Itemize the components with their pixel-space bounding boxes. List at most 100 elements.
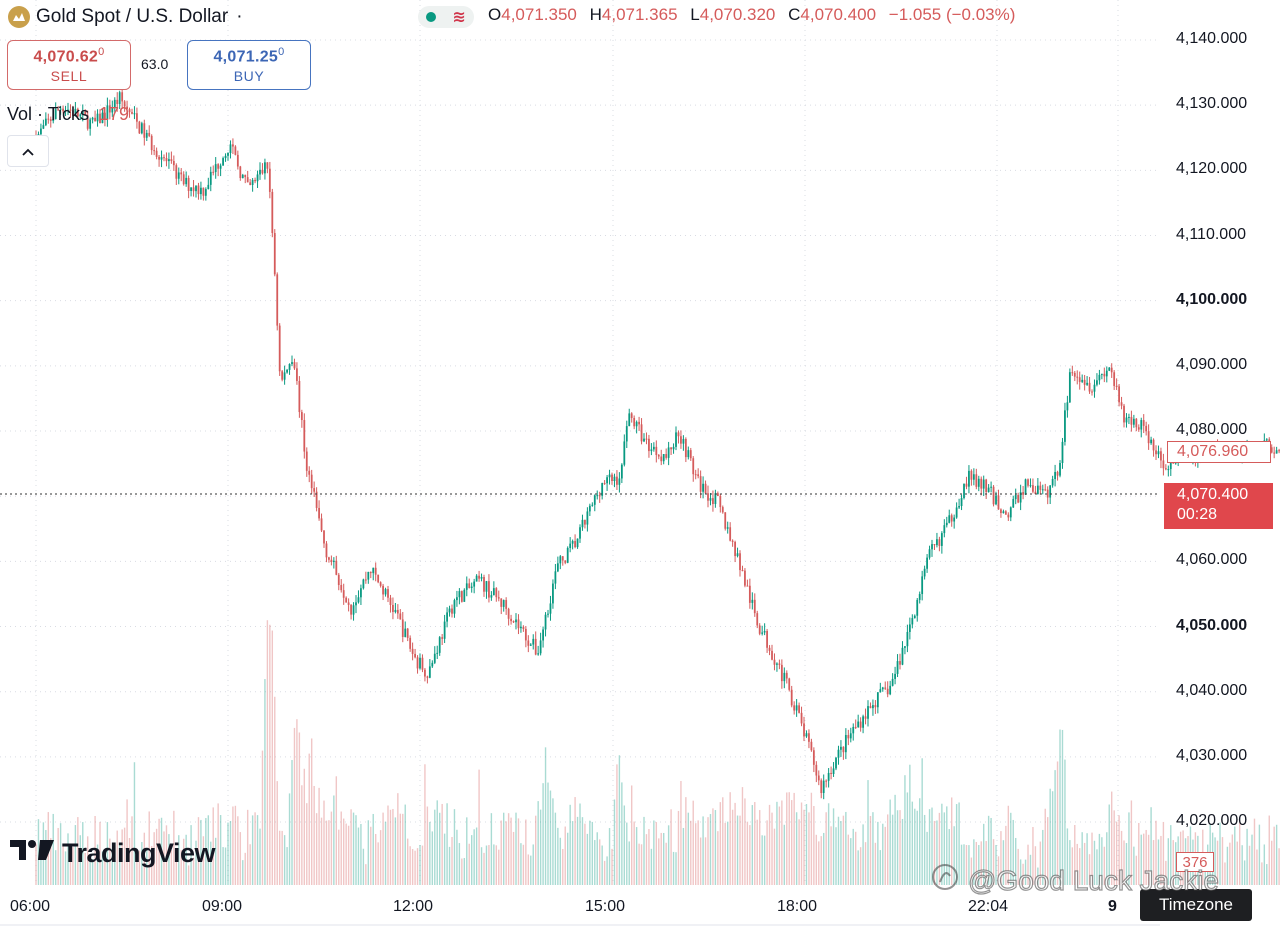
volume-bar xyxy=(69,844,72,885)
candle-body xyxy=(1103,373,1106,377)
data-feed-icon: ≋ xyxy=(452,9,466,26)
price-axis-label: 4,030.000 xyxy=(1176,746,1248,764)
candle-body xyxy=(224,155,227,159)
candle-body xyxy=(456,597,458,601)
candle-body xyxy=(443,621,446,639)
volume-bar xyxy=(214,837,217,885)
volume-bar xyxy=(855,831,857,885)
candle-body xyxy=(972,474,975,480)
volume-bar xyxy=(438,812,441,885)
volume-bar xyxy=(808,812,810,885)
volume-bar xyxy=(835,827,837,885)
volume-bar xyxy=(1083,842,1086,885)
volume-bar xyxy=(931,807,933,885)
candle-body xyxy=(148,132,151,136)
volume-bar xyxy=(978,845,980,885)
volume-bar xyxy=(352,812,355,885)
volume-legend[interactable]: Vol · Ticks 179 xyxy=(7,104,129,125)
candle-body xyxy=(527,640,530,646)
candle-body xyxy=(520,626,522,629)
volume-bar xyxy=(670,809,672,885)
volume-bar xyxy=(1111,791,1113,885)
candle-body xyxy=(1135,418,1138,428)
volume-bar xyxy=(665,842,667,885)
candle-body xyxy=(357,597,360,603)
candle-body xyxy=(251,179,254,185)
collapse-legend-button[interactable] xyxy=(7,135,49,167)
volume-bar xyxy=(242,860,244,885)
candle-body xyxy=(940,533,943,546)
volume-bar xyxy=(1130,800,1133,885)
volume-bar xyxy=(163,831,165,885)
volume-bar xyxy=(409,846,411,885)
volume-bar xyxy=(114,848,116,885)
volume-bar xyxy=(522,844,525,885)
candle-body xyxy=(168,159,170,162)
volume-bar xyxy=(104,854,106,885)
volume-bar xyxy=(852,828,854,885)
volume-bar xyxy=(62,845,64,885)
change-value: −1.055 (−0.03%) xyxy=(888,5,1016,24)
volume-bar xyxy=(542,783,544,885)
candle-body xyxy=(505,600,508,609)
candle-body xyxy=(601,483,604,496)
time-axis-label: 9 xyxy=(1108,898,1117,915)
volume-bar xyxy=(987,815,990,885)
candle-body xyxy=(1017,495,1020,503)
candle-body xyxy=(692,458,695,475)
volume-bar xyxy=(955,804,958,885)
low-label: L xyxy=(690,5,700,24)
volume-bar xyxy=(121,829,123,885)
volume-bar xyxy=(985,841,987,885)
symbol-title[interactable]: Gold Spot / U.S. Dollar xyxy=(36,6,229,27)
buy-button[interactable]: 4,071.250 BUY xyxy=(187,40,311,90)
volume-bar xyxy=(111,848,114,885)
time-axis-label: 22:04 xyxy=(968,898,1009,915)
volume-bar xyxy=(67,833,69,885)
candle-body xyxy=(1098,374,1101,381)
candle-body xyxy=(1024,479,1027,495)
volume-bar xyxy=(458,843,461,885)
volume-bar xyxy=(429,821,431,885)
volume-bar xyxy=(776,801,778,885)
candle-body xyxy=(411,648,414,654)
volume-bar xyxy=(1076,843,1078,885)
volume-bar xyxy=(845,811,847,885)
candle-body xyxy=(539,640,542,654)
volume-bar xyxy=(1157,839,1160,885)
symbol-legend[interactable]: Gold Spot / U.S. Dollar · xyxy=(8,4,243,30)
candle-body xyxy=(958,506,960,508)
volume-bar xyxy=(864,842,867,885)
candle-body xyxy=(825,780,828,782)
volume-bar xyxy=(379,830,382,885)
candle-body xyxy=(337,574,340,586)
tradingview-logo[interactable]: TradingView xyxy=(10,838,216,869)
volume-bar xyxy=(968,845,970,885)
candle-body xyxy=(913,615,916,619)
candle-body xyxy=(345,597,348,603)
candle-body xyxy=(318,507,320,519)
candle-body xyxy=(906,631,909,647)
candle-body xyxy=(766,630,768,648)
candle-body xyxy=(559,556,562,564)
candle-body xyxy=(172,161,175,166)
volume-bar xyxy=(510,817,512,885)
volume-bar xyxy=(1234,826,1236,885)
volume-bar xyxy=(781,800,783,885)
volume-bar xyxy=(1086,833,1088,885)
candle-body xyxy=(259,169,261,175)
volume-bar xyxy=(224,847,227,885)
volume-bar xyxy=(953,826,955,885)
candle-body xyxy=(894,673,896,679)
candle-body xyxy=(1157,451,1160,455)
volume-bar xyxy=(554,812,557,885)
candle-body xyxy=(593,495,596,505)
status-flags[interactable]: ≋ xyxy=(418,6,474,28)
candle-body xyxy=(682,438,685,444)
sell-button[interactable]: 4,070.620 SELL xyxy=(7,40,131,90)
candle-body xyxy=(908,624,911,632)
candle-body xyxy=(76,108,79,117)
volume-bar xyxy=(59,823,62,885)
candle-body xyxy=(763,630,766,633)
